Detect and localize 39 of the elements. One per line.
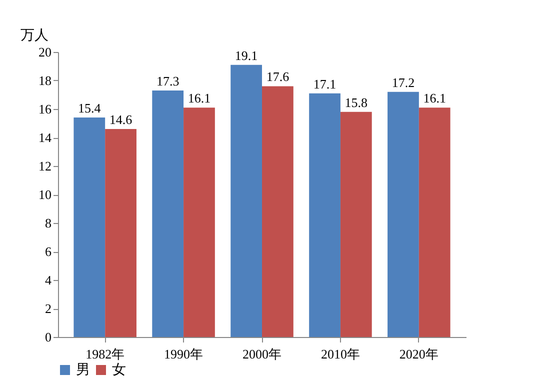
data-label: 16.1 xyxy=(423,90,446,106)
y-tick-label: 16 xyxy=(38,102,52,116)
bar xyxy=(418,108,450,337)
data-label: 17.1 xyxy=(313,76,336,92)
x-tick-label: 1990年 xyxy=(164,346,204,362)
x-tick-label: 2010年 xyxy=(320,346,360,362)
x-tick-label: 2000年 xyxy=(242,346,282,362)
bar xyxy=(340,112,372,337)
y-tick-label: 12 xyxy=(38,158,52,174)
x-tick-label: 2020年 xyxy=(399,346,438,362)
data-label: 17.2 xyxy=(392,74,415,90)
data-label: 14.6 xyxy=(109,112,133,127)
y-tick-label: 14 xyxy=(38,130,52,145)
y-tick-label: 10 xyxy=(38,187,52,202)
data-label: 16.1 xyxy=(188,90,211,106)
bar xyxy=(262,86,294,337)
y-axis-title: 万人 xyxy=(20,28,48,44)
bar xyxy=(105,128,136,337)
data-label: 15.4 xyxy=(78,100,102,116)
legend-label: 女 xyxy=(112,362,126,378)
data-label: 19.1 xyxy=(234,48,258,63)
bar xyxy=(74,118,106,337)
y-tick-label: 20 xyxy=(38,44,52,60)
y-tick-label: 4 xyxy=(45,272,52,288)
data-label: 17.6 xyxy=(266,69,290,84)
bar xyxy=(152,90,184,337)
data-label: 15.8 xyxy=(344,94,368,110)
y-tick-label: 6 xyxy=(45,244,52,259)
y-tick-label: 8 xyxy=(45,216,52,230)
y-tick-label: 2 xyxy=(45,301,52,316)
data-label: 17.3 xyxy=(156,73,180,88)
y-tick-label: 18 xyxy=(38,73,52,88)
bar xyxy=(309,93,340,337)
bar xyxy=(184,108,215,337)
y-tick-label: 0 xyxy=(45,330,52,344)
bar xyxy=(230,64,262,337)
x-tick-label: 1982年 xyxy=(86,346,125,362)
bar xyxy=(388,92,419,337)
legend-label: 男 xyxy=(76,363,90,378)
